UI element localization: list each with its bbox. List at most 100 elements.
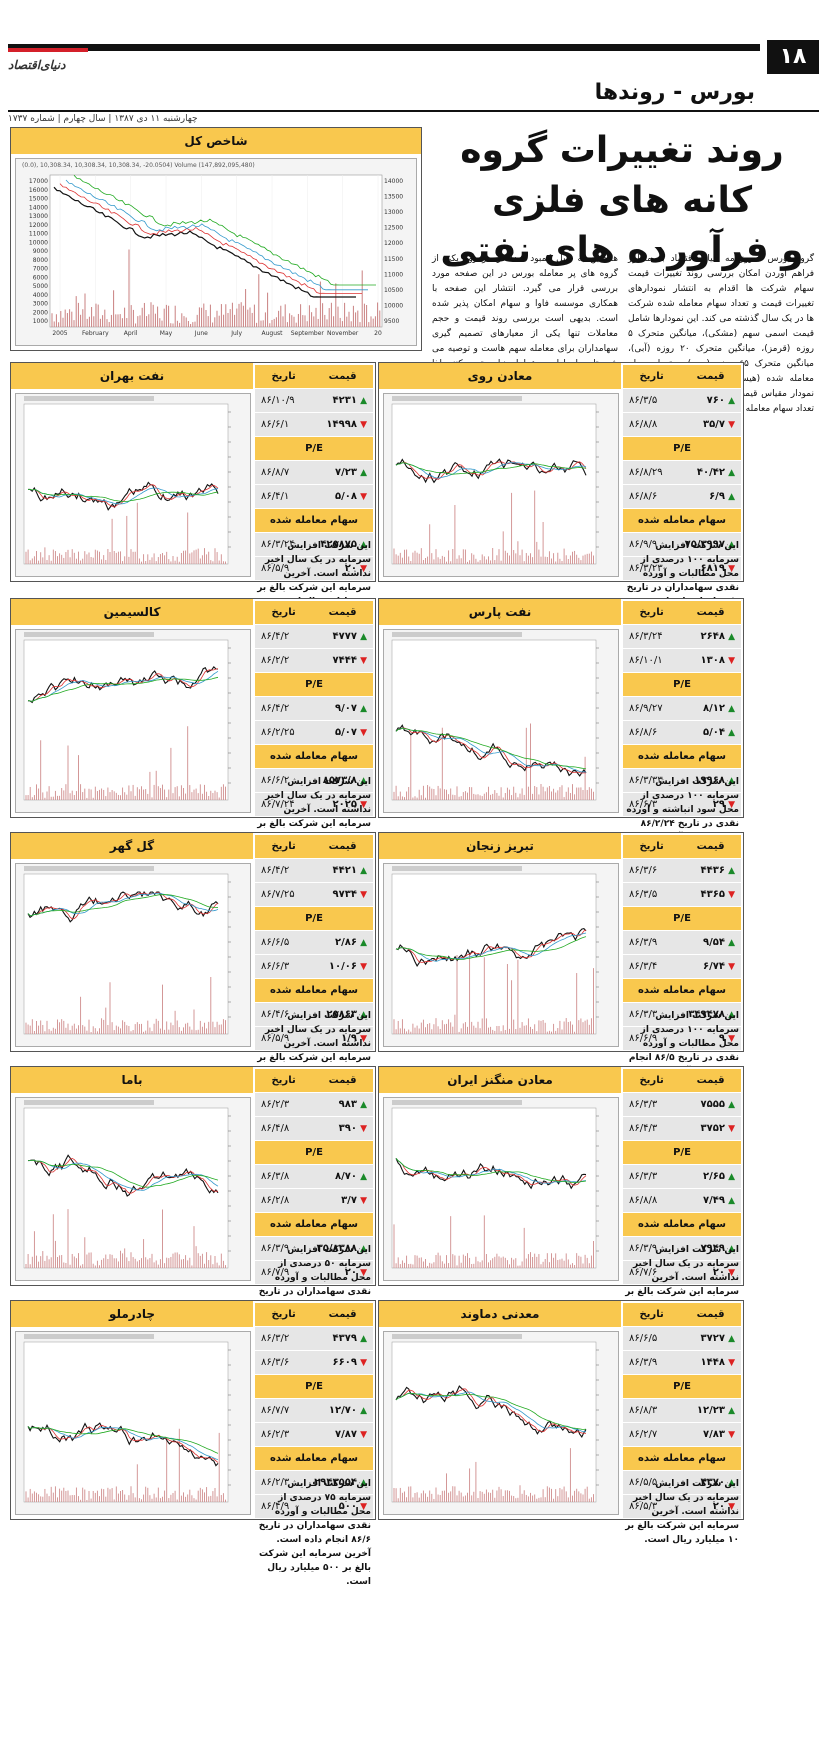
stat-date: ۸۶/۴/۳ [629,1123,658,1134]
stat-date: ۸۶/۲/۷ [629,1429,658,1440]
right-tick-label: 12000 [384,240,403,247]
table-row: ▼ ۷/۸۷ ۸۶/۲/۳ [255,1423,373,1447]
table-row: ▲ ۶/۹ ۸۶/۸/۶ [623,485,741,509]
company-name: معادن روی [379,363,621,389]
table-row: ▼ ۳۷۵۲ ۸۶/۴/۳ [623,1117,741,1141]
table-row: ▲ ۳۷۲۷ ۸۶/۶/۵ [623,1327,741,1351]
company-name: کالسیمین [11,599,253,625]
chart-header-strip [24,396,154,401]
stat-value: ۹۸۳ [338,1099,357,1110]
table-row: ▲ ۷/۴۹ ۸۶/۸/۸ [623,1189,741,1213]
stat-date: ۸۶/۵/۵ [629,1477,658,1488]
right-tick-label: 9500 [384,318,399,325]
stat-date: ۸۶/۶/۱ [261,419,290,430]
company-name: تبریز زنجان [379,833,621,859]
table-header: قیمت تاریخ [623,601,741,625]
up-arrow-icon: ▲ [724,1100,735,1110]
down-arrow-icon: ▼ [724,1034,735,1044]
stat-date: ۸۶/۶/۵ [261,937,290,948]
company-stats-table: قیمت تاریخ ▲ ۴۴۲۱ ۸۶/۴/۲ ▼ ۹۷۳۴ ۸۶/۷/۲۵ P/E ▲ ۲… [255,835,373,1051]
header-label: قیمت [328,841,357,852]
table-row: ▲ ۷۹۴۹ ۸۶/۳/۹ [623,1237,741,1261]
left-tick-label: 1000 [33,318,48,325]
stat-value: ۳۹۰ [338,1123,357,1134]
ma20-line [27,670,219,702]
stat-date: ۸۶/۳/۹ [629,1357,658,1368]
up-arrow-icon: ▲ [724,1172,735,1182]
up-arrow-icon: ▲ [356,1478,367,1488]
table-header: قیمت تاریخ [255,1303,373,1327]
header-label: P/E [673,1381,691,1392]
company-note: این شرکت افزایش سرمایه ۷۵ درصدی از محل م… [258,1479,371,1587]
header-label: سهام معامله شده [270,515,358,526]
company-stats-table: قیمت تاریخ ▲ ۹۸۳ ۸۶/۲/۳ ▼ ۳۹۰ ۸۶/۴/۸ P/E ▲ ۸/۷۰… [255,1069,373,1285]
stat-date: ۸۶/۲/۲۵ [261,727,295,738]
down-arrow-icon: ▼ [356,1124,367,1134]
chart-header-strip [392,396,522,401]
header-label: P/E [673,443,691,454]
header-label: سهام معامله شده [638,985,726,996]
plot-area [23,403,229,565]
stat-date: ۸۶/۳/۵ [629,889,658,900]
stat-cell: ▲ ۴۲۵۸۷۵ [320,539,367,550]
x-tick-label: 2005 [52,330,67,337]
table-row: ▼ ۳/۷ ۸۶/۲/۸ [255,1189,373,1213]
ma5-line [27,1424,219,1463]
x-tick-label: 20 [374,330,382,337]
stat-cell: ▼ ۲۹ [713,799,735,810]
masthead-logo: دنیای‌اقتصاد [8,58,66,72]
stat-value: ۷/۴۹ [702,1195,725,1206]
header-label: سهام معامله شده [270,985,358,996]
company-stats-table: قیمت تاریخ ▲ ۴۳۷۹ ۸۶/۳/۲ ▼ ۶۶۰۹ ۸۶/۳/۶ P/E ▲ ۱۲… [255,1303,373,1519]
down-arrow-icon: ▼ [356,962,367,972]
table-row: ▲ ۹/۰۷ ۸۶/۴/۲ [255,697,373,721]
ma5-line [395,1388,587,1434]
company-stats-table: قیمت تاریخ ▲ ۷۵۵۵ ۸۶/۳/۳ ▼ ۳۷۵۲ ۸۶/۴/۳ P/E ▲ ۲/… [623,1069,741,1285]
table-row: ▼ ۲۰ ۸۶/۵/۹ [255,557,373,581]
stat-date: ۸۶/۳/۲ [261,1333,290,1344]
down-arrow-icon: ▼ [724,1430,735,1440]
stat-value: ۳۵/۸۳۸۸ [316,1243,357,1254]
stat-value: ۷/۸۳ [702,1429,725,1440]
x-tick-label: August [262,330,284,337]
ma65-line [395,462,587,475]
up-arrow-icon: ▲ [724,468,735,478]
header-label: قیمت [328,1075,357,1086]
header-label: P/E [305,913,323,924]
header-label: P/E [305,679,323,690]
stat-value: ۷۶۰ [706,395,725,406]
stat-cell: ▼ ۷/۸۳ [703,1429,735,1440]
stat-date: ۸۶/۴/۲ [261,865,290,876]
left-tick-label: 7000 [33,266,48,273]
stat-date: ۸۶/۱۰/۱ [629,655,663,666]
stat-date: ۸۶/۳/۲۳ [629,563,663,574]
index-chart: (0.0), 10,308.34, 10,308.34, 10,308.34, … [15,158,417,346]
stat-date: ۸۶/۸/۲۹ [629,467,663,478]
stat-cell: ▲ ۳۵/۸۳۸۸ [317,1243,367,1254]
up-arrow-icon: ▲ [356,632,367,642]
up-arrow-icon: ▲ [356,1406,367,1416]
stat-value: ۸/۷۰ [334,1171,357,1182]
stat-cell: ▲ ۴۳۷۰ [701,1477,735,1488]
company-name: معدنی دماوند [379,1301,621,1327]
table-header: P/E [623,437,741,461]
header-label: سهام معامله شده [270,751,358,762]
stat-value: ۲۹۴۳۵۵۴ [314,1477,357,1488]
x-tick-label: April [124,330,138,337]
stat-date: ۸۶/۲/۲ [261,655,290,666]
up-arrow-icon: ▲ [724,728,735,738]
stat-cell: ▼ ۱۴۴۸ [701,1357,735,1368]
company-chart [383,393,619,577]
stat-date: ۸۶/۳/۶ [629,865,658,876]
company-panel: معدنی دماوند قیمت تاریخ ▲ ۳۷۲۷ ۸۶/۶/۵ ▼ ۱۴۴۸ ۸… [378,1300,744,1545]
stat-date: ۸۶/۳/۹ [629,1243,658,1254]
ma20-line [395,462,587,479]
table-row: ▲ ۱۹۹۶۸ ۸۶/۳/۳۳ [623,769,741,793]
table-row: ▼ ۶۸۱۹ ۸۶/۳/۲۳ [623,557,741,581]
up-arrow-icon: ▲ [724,866,735,876]
stat-value: ۱/۹ [341,1033,357,1044]
left-tick-label: 6000 [33,274,48,281]
up-arrow-icon: ▲ [724,1478,735,1488]
stat-value: ۴۴۲۱ [332,865,357,876]
company-chart-svg [391,632,599,801]
